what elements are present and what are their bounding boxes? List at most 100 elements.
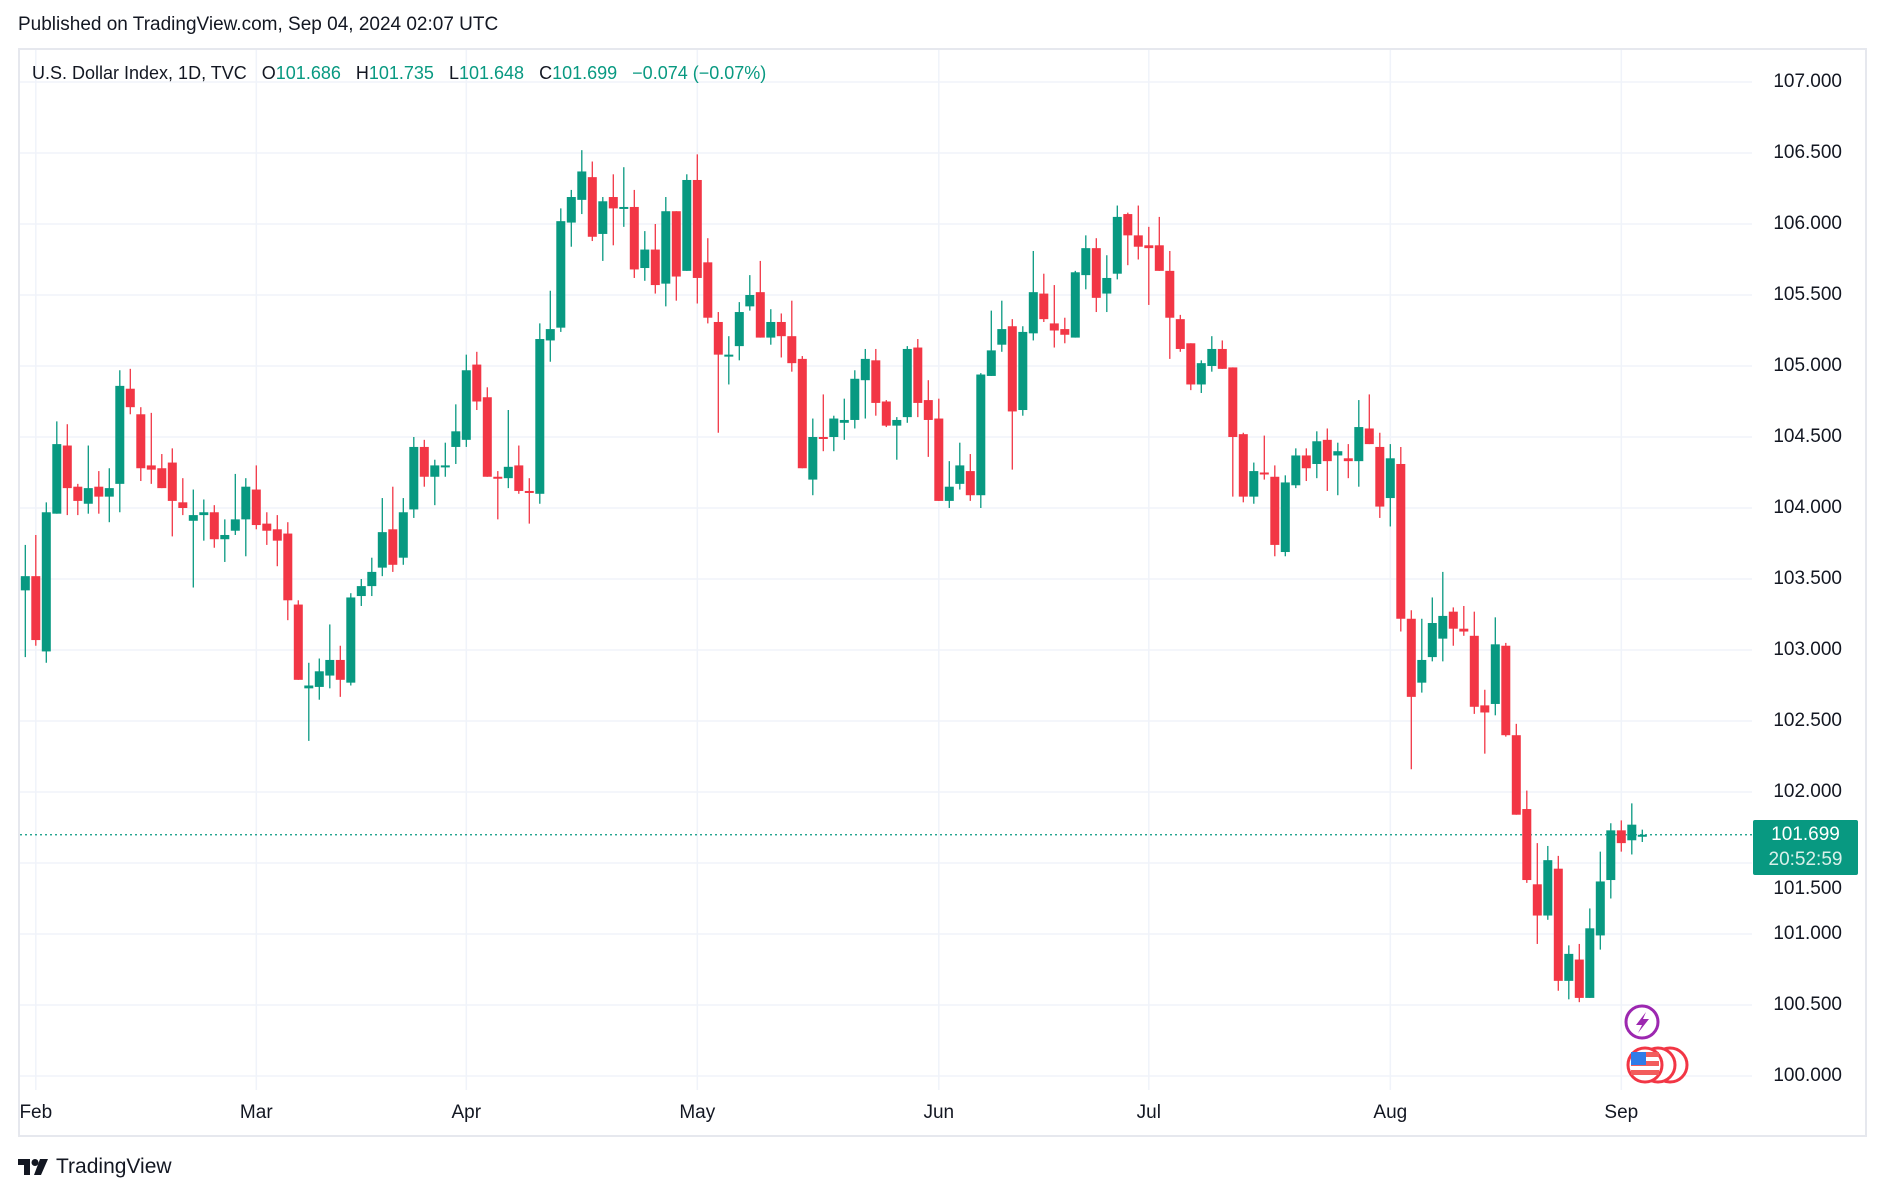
candle-down[interactable]	[146, 412, 156, 484]
candle-up[interactable]	[640, 231, 650, 281]
candle-up[interactable]	[1606, 823, 1616, 899]
candle-up[interactable]	[1543, 845, 1553, 920]
candle-down[interactable]	[1532, 843, 1542, 944]
candle-down[interactable]	[1375, 432, 1385, 518]
candle-up[interactable]	[346, 593, 356, 686]
candle-up[interactable]	[944, 461, 954, 508]
candle-down[interactable]	[1301, 448, 1311, 482]
candle-down[interactable]	[1060, 317, 1070, 344]
candle-up[interactable]	[1196, 360, 1206, 393]
candle-down[interactable]	[1039, 273, 1049, 322]
candle-up[interactable]	[20, 544, 30, 658]
footer-brand[interactable]: TradingView	[18, 1155, 172, 1179]
candle-up[interactable]	[839, 398, 849, 440]
candle-down[interactable]	[209, 505, 219, 548]
candle-down[interactable]	[493, 471, 503, 520]
candle-up[interactable]	[314, 658, 324, 700]
candle-down[interactable]	[776, 313, 786, 358]
candle-up[interactable]	[1333, 442, 1343, 496]
candle-up[interactable]	[1081, 235, 1091, 290]
candle-up[interactable]	[1385, 444, 1395, 527]
candle-down[interactable]	[251, 465, 261, 530]
candle-down[interactable]	[31, 534, 41, 646]
candle-down[interactable]	[1123, 212, 1133, 266]
candle-down[interactable]	[913, 339, 923, 418]
candle-up[interactable]	[409, 437, 419, 518]
candle-down[interactable]	[136, 407, 146, 482]
candle-up[interactable]	[734, 302, 744, 361]
candle-down[interactable]	[514, 445, 524, 494]
candle-down[interactable]	[881, 400, 891, 428]
candle-down[interactable]	[94, 471, 104, 514]
candle-up[interactable]	[440, 442, 450, 477]
candle-down[interactable]	[755, 260, 765, 338]
candle-down[interactable]	[703, 238, 713, 324]
candle-down[interactable]	[1396, 446, 1406, 632]
candle-down[interactable]	[608, 174, 618, 246]
candle-up[interactable]	[829, 415, 839, 452]
candle-up[interactable]	[902, 346, 912, 423]
candle-up[interactable]	[304, 662, 314, 741]
candle-up[interactable]	[1637, 829, 1647, 842]
candle-up[interactable]	[850, 370, 860, 429]
candle-up[interactable]	[461, 354, 471, 447]
candle-up[interactable]	[1070, 270, 1080, 338]
lightning-icon[interactable]	[1624, 1004, 1660, 1040]
candle-down[interactable]	[629, 189, 639, 278]
candle-up[interactable]	[619, 167, 629, 227]
candle-down[interactable]	[587, 161, 597, 242]
candle-up[interactable]	[230, 473, 240, 535]
candle-down[interactable]	[1186, 343, 1196, 391]
candle-up[interactable]	[1490, 617, 1500, 716]
candle-up[interactable]	[955, 442, 965, 490]
candle-down[interactable]	[934, 398, 944, 501]
candle-down[interactable]	[692, 154, 702, 304]
candle-down[interactable]	[1175, 314, 1185, 352]
candle-up[interactable]	[808, 418, 818, 496]
candle-down[interactable]	[1322, 428, 1332, 491]
candle-up[interactable]	[1564, 945, 1574, 1000]
candle-up[interactable]	[724, 336, 734, 385]
candle-down[interactable]	[1007, 319, 1017, 470]
candle-down[interactable]	[871, 348, 881, 416]
candle-down[interactable]	[1459, 605, 1469, 636]
candle-down[interactable]	[293, 600, 303, 680]
candle-down[interactable]	[1511, 723, 1521, 815]
candle-up[interactable]	[377, 498, 387, 577]
candle-down[interactable]	[1133, 205, 1143, 260]
candle-up[interactable]	[1438, 571, 1448, 662]
candle-up[interactable]	[1312, 431, 1322, 479]
candle-up[interactable]	[1018, 326, 1028, 416]
candle-down[interactable]	[1448, 607, 1458, 646]
candle-up[interactable]	[1102, 255, 1112, 313]
candle-up[interactable]	[367, 557, 377, 597]
candle-down[interactable]	[1049, 285, 1059, 348]
candle-down[interactable]	[1364, 394, 1374, 445]
candle-down[interactable]	[923, 380, 933, 457]
candle-down[interactable]	[787, 300, 797, 372]
candle-down[interactable]	[1553, 855, 1563, 991]
candle-up[interactable]	[535, 323, 545, 504]
candle-up[interactable]	[188, 489, 198, 588]
candle-up[interactable]	[682, 174, 692, 271]
candle-down[interactable]	[419, 439, 429, 487]
candle-down[interactable]	[1154, 216, 1164, 271]
candle-down[interactable]	[1165, 250, 1175, 359]
candle-up[interactable]	[220, 519, 230, 562]
candle-down[interactable]	[157, 454, 167, 489]
candle-up[interactable]	[976, 373, 986, 508]
candle-up[interactable]	[398, 498, 408, 565]
candle-down[interactable]	[965, 454, 975, 501]
candle-up[interactable]	[556, 208, 566, 332]
candle-down[interactable]	[650, 224, 660, 294]
candle-up[interactable]	[52, 421, 62, 514]
candle-up[interactable]	[1354, 400, 1364, 487]
candle-up[interactable]	[766, 309, 776, 345]
candle-up[interactable]	[745, 275, 755, 311]
candle-up[interactable]	[1595, 851, 1605, 950]
candle-down[interactable]	[1480, 689, 1490, 754]
candle-up[interactable]	[1627, 803, 1637, 855]
candle-down[interactable]	[1228, 367, 1238, 497]
candle-up[interactable]	[356, 579, 366, 606]
candle-down[interactable]	[671, 211, 681, 301]
